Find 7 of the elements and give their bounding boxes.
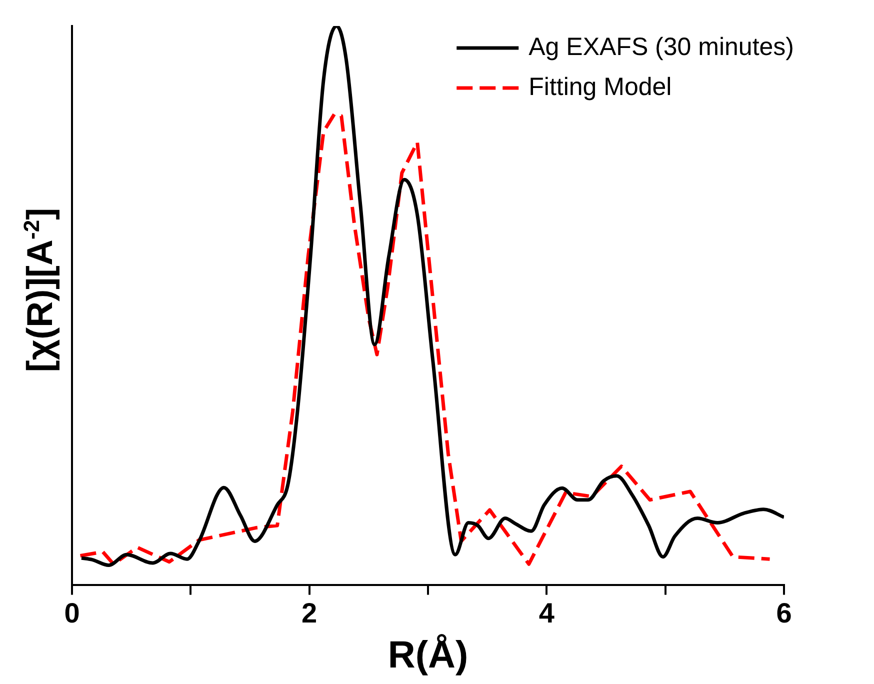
x-axis-title: R(Å) bbox=[388, 634, 468, 677]
legend-label: Ag EXAFS (30 minutes) bbox=[528, 32, 794, 61]
legend-label: Fitting Model bbox=[528, 72, 672, 101]
x-tick-label: 0 bbox=[64, 597, 80, 628]
x-tick-label: 4 bbox=[538, 597, 555, 628]
x-tick-label: 2 bbox=[302, 597, 318, 628]
x-tick-label: 6 bbox=[776, 597, 792, 628]
